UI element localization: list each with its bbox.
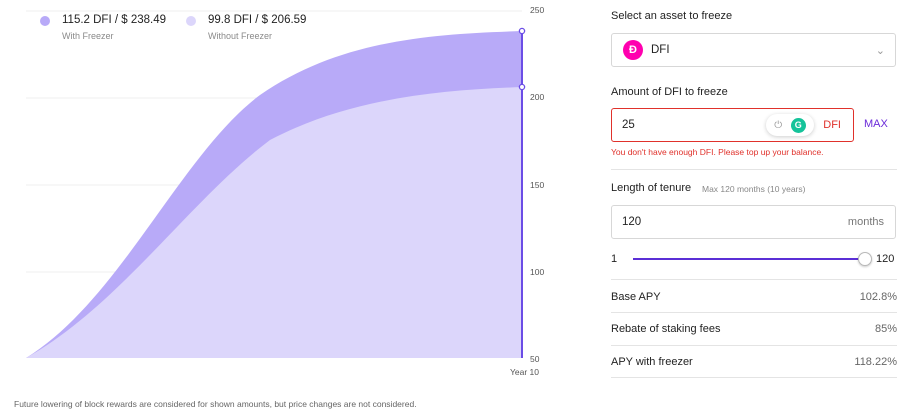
amount-value: 25 <box>622 119 635 131</box>
legend-without-sub: Without Freezer <box>208 31 273 41</box>
tenure-label: Length of tenure <box>611 182 692 194</box>
tenure-slider-thumb[interactable] <box>858 252 872 266</box>
chart-svg <box>26 10 526 358</box>
dfi-logo-icon: Ð <box>623 40 643 60</box>
grammarly-widget[interactable]: ⏻ G <box>766 114 814 136</box>
rebate-label: Rebate of staking fees <box>611 323 721 335</box>
legend-without-freezer: 99.8 DFI / $ 206.59 Without Freezer <box>186 14 306 41</box>
legend-dot-with <box>40 16 50 26</box>
asset-label: Select an asset to freeze <box>611 10 733 22</box>
asset-value: DFI <box>651 44 670 56</box>
divider <box>611 377 897 378</box>
tenure-slider-track[interactable] <box>633 258 865 260</box>
projection-chart: 115.2 DFI / $ 238.49 With Freezer 99.8 D… <box>14 5 545 409</box>
amount-error: You don't have enough DFI. Please top up… <box>611 147 824 157</box>
amount-input[interactable]: 25 ⏻ G DFI <box>611 108 854 142</box>
legend-with-sub: With Freezer <box>62 31 114 41</box>
chart-footnote: Future lowering of block rewards are con… <box>14 399 417 409</box>
y-tick: 150 <box>530 180 545 190</box>
y-tick: 200 <box>530 92 545 102</box>
x-axis-label: Year 10 <box>510 367 539 377</box>
base-apy-label: Base APY <box>611 291 661 303</box>
apy-with-freezer-label: APY with freezer <box>611 356 693 368</box>
area-without-freezer <box>26 87 522 358</box>
grammarly-icon[interactable]: G <box>790 117 806 133</box>
tenure-hint: Max 120 months (10 years) <box>702 184 806 194</box>
legend-with-freezer: 115.2 DFI / $ 238.49 With Freezer <box>40 14 166 41</box>
max-button[interactable]: MAX <box>864 118 888 130</box>
y-tick: 100 <box>530 267 545 277</box>
asset-select[interactable]: Ð DFI ⌄ <box>611 33 896 67</box>
y-tick: 250 <box>530 5 545 15</box>
divider <box>611 312 897 313</box>
slider-min-label: 1 <box>611 253 618 265</box>
chevron-down-icon: ⌄ <box>875 45 885 57</box>
divider <box>611 345 897 346</box>
amount-unit: DFI <box>823 119 841 131</box>
base-apy-value: 102.8% <box>859 291 897 303</box>
apy-with-freezer-value: 118.22% <box>854 356 897 368</box>
tenure-unit: months <box>847 216 884 228</box>
slider-max-label: 120 <box>876 253 895 265</box>
legend-with-label: 115.2 DFI / $ 238.49 <box>62 14 166 26</box>
amount-label: Amount of DFI to freeze <box>611 86 728 98</box>
freeze-form: Select an asset to freeze Ð DFI ⌄ Amount… <box>611 0 897 416</box>
divider <box>611 169 897 170</box>
tenure-value: 120 <box>622 216 642 228</box>
rebate-value: 85% <box>874 323 897 335</box>
legend-without-label: 99.8 DFI / $ 206.59 <box>208 14 307 26</box>
divider <box>611 279 897 280</box>
legend-dot-without <box>186 16 196 26</box>
y-tick: 50 <box>530 354 540 364</box>
marker-with-freezer <box>518 27 526 35</box>
tenure-input[interactable]: 120 months <box>611 205 896 239</box>
marker-without-freezer <box>518 83 526 91</box>
power-icon[interactable]: ⏻ <box>774 119 783 131</box>
